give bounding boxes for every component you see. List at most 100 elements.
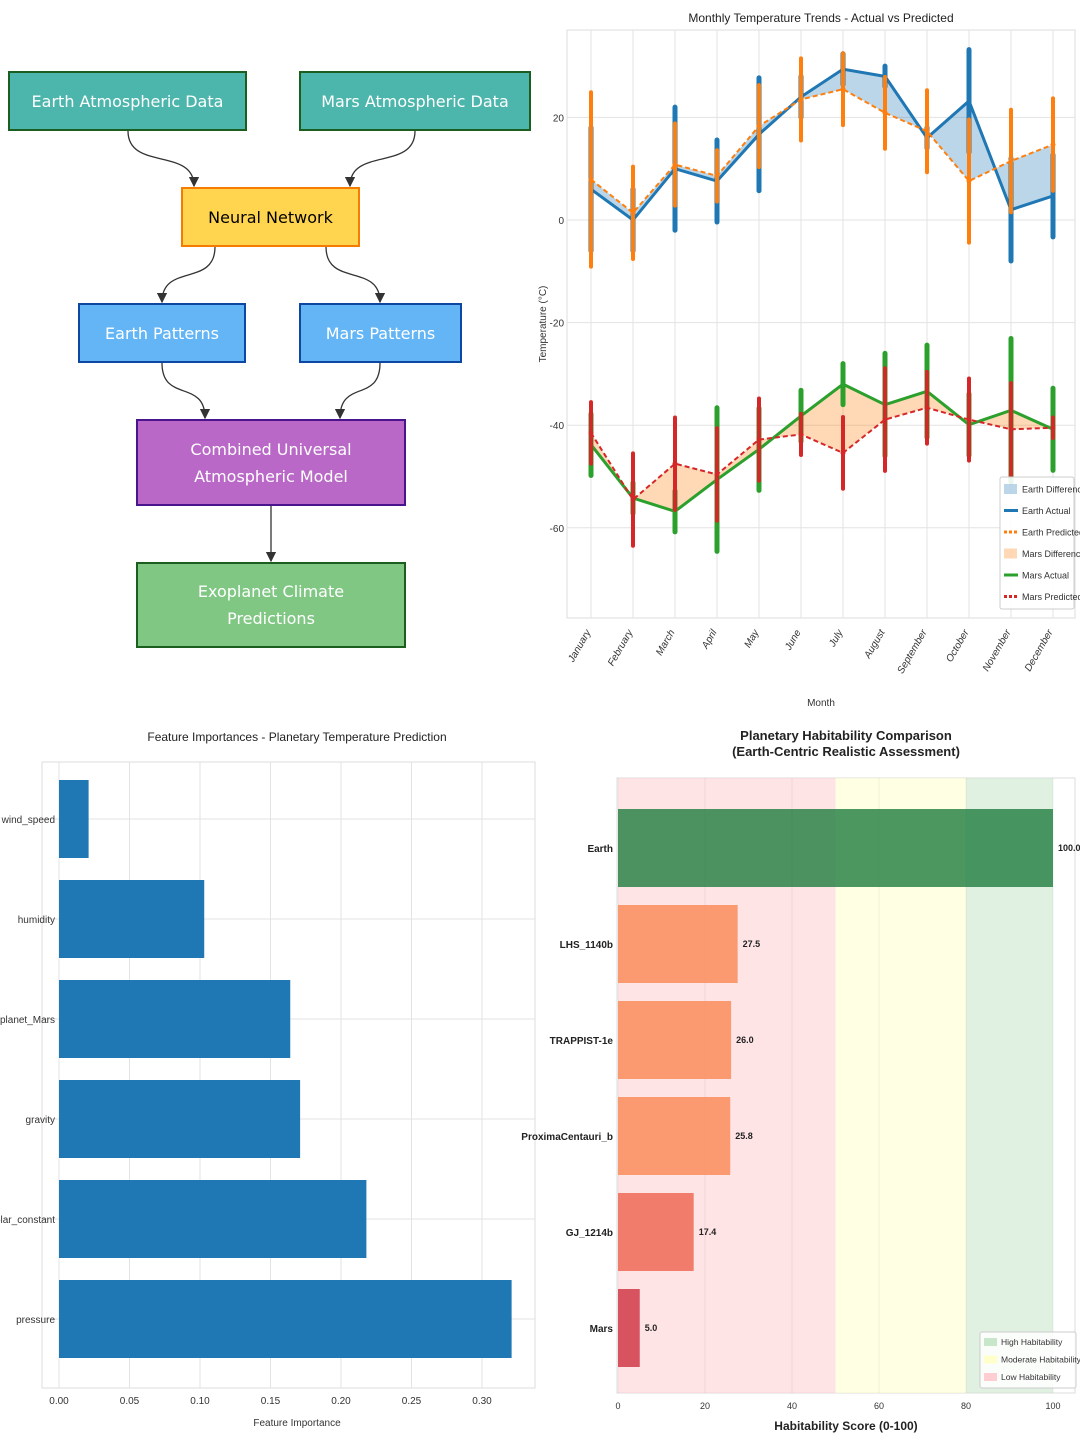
mars-predicted-point — [924, 405, 930, 411]
chart-title: Monthly Temperature Trends - Actual vs P… — [688, 11, 953, 25]
mars-predicted-point — [840, 450, 846, 456]
bar-wind-speed — [59, 780, 89, 858]
x-tick-label: September — [896, 627, 930, 675]
x-tick-label: January — [566, 627, 594, 665]
y-tick-label: -40 — [550, 421, 565, 432]
bar-gj-1214b — [618, 1193, 694, 1271]
x-tick-label: February — [606, 627, 636, 668]
earth-predicted-point — [882, 110, 888, 116]
y-tick-label: TRAPPIST-1e — [550, 1036, 614, 1047]
legend-label: Mars Actual — [1022, 571, 1069, 581]
y-tick-label: GJ_1214b — [566, 1228, 613, 1239]
legend-swatch — [984, 1338, 997, 1346]
node-earth-patterns: Earth Patterns — [78, 303, 246, 363]
mars-predicted-point — [1050, 425, 1056, 431]
mars-predicted-point — [798, 431, 804, 437]
legend-label: Earth Difference — [1022, 485, 1080, 495]
arrow-earth_patterns-to-combined — [161, 362, 211, 420]
fill-mars-difference — [591, 384, 1053, 512]
earth-predicted-point — [588, 176, 594, 182]
y-tick-label: -20 — [550, 319, 565, 330]
x-tick-label: 80 — [961, 1401, 971, 1411]
x-tick-label: May — [743, 627, 762, 650]
y-axis-label: Temperature (°C) — [538, 286, 549, 363]
mars-predicted-point — [714, 471, 720, 477]
x-tick-label: 40 — [787, 1401, 797, 1411]
bar-value-label: 17.4 — [699, 1227, 717, 1237]
bar-value-label: 25.8 — [735, 1131, 753, 1141]
legend-swatch — [984, 1373, 997, 1381]
x-tick-label: 0.30 — [472, 1396, 492, 1407]
arrow-mars_data-to-nn — [344, 130, 416, 188]
earth-predicted-point — [756, 123, 762, 129]
y-tick-label: LHS_1140b — [560, 940, 613, 951]
earth-actual-point — [1050, 193, 1056, 199]
mars-predicted-point — [588, 430, 594, 436]
earth-predicted-point — [672, 162, 678, 168]
legend-label: Mars Predicted — [1022, 592, 1080, 602]
legend-label: Low Habitability — [1001, 1372, 1061, 1382]
bar-humidity — [59, 880, 205, 958]
x-tick-label: 0.10 — [190, 1396, 210, 1407]
mars-predicted-point — [882, 417, 888, 423]
arrow-nn-to-mars_patterns — [325, 246, 386, 304]
mars-predicted-point — [1008, 426, 1014, 432]
fill-earth-difference — [591, 69, 1053, 220]
x-axis-label: Feature Importance — [253, 1418, 341, 1429]
y-tick-label: -60 — [550, 524, 565, 535]
bar-earth — [618, 809, 1053, 887]
x-tick-label: June — [783, 628, 804, 654]
node-nn: Neural Network — [181, 187, 360, 247]
earth-predicted-point — [630, 210, 636, 216]
chart-title: (Earth-Centric Realistic Assessment) — [732, 744, 960, 759]
y-tick-label: humidity — [18, 915, 55, 926]
mars-predicted-point — [756, 437, 762, 443]
x-tick-label: April — [700, 627, 720, 651]
x-tick-label: 0.05 — [120, 1396, 140, 1407]
arrow-earth_data-to-nn — [127, 130, 200, 188]
earth-predicted-point — [966, 178, 972, 184]
bar-trappist-1e — [618, 1001, 732, 1079]
legend-label: Earth Actual — [1022, 506, 1071, 516]
legend-label: Mars Difference — [1022, 549, 1080, 559]
node-mars-data: Mars Atmospheric Data — [299, 71, 531, 131]
y-tick-label: gravity — [26, 1115, 55, 1126]
x-tick-label: July — [827, 627, 846, 650]
bar-value-label: 26.0 — [736, 1035, 754, 1045]
chart-title: Feature Importances - Planetary Temperat… — [147, 730, 446, 744]
y-tick-label: 0 — [558, 216, 564, 227]
bar-value-label: 100.0 — [1058, 843, 1080, 853]
x-tick-label: 100 — [1045, 1401, 1060, 1411]
mars-predicted-point — [966, 417, 972, 423]
y-tick-label: 20 — [553, 113, 565, 124]
x-tick-label: 20 — [700, 1401, 710, 1411]
x-tick-label: 60 — [874, 1401, 884, 1411]
mars-predicted-line — [590, 406, 1054, 502]
bar-solar-constant — [59, 1180, 367, 1258]
legend-swatch — [1004, 484, 1017, 494]
bar-value-label: 5.0 — [645, 1323, 658, 1333]
x-tick-label: August — [862, 627, 888, 661]
bar-value-label: 27.5 — [743, 939, 761, 949]
mars-predicted-point — [672, 461, 678, 467]
legend-label: Moderate Habitability — [1001, 1355, 1080, 1365]
y-tick-label: solar_constant — [0, 1215, 55, 1226]
mars-actual-line — [589, 382, 1054, 514]
x-tick-label: 0.00 — [49, 1396, 69, 1407]
x-tick-label: March — [654, 628, 678, 658]
bar-planet-Mars — [59, 980, 291, 1058]
earth-predicted-line — [590, 88, 1054, 215]
x-tick-label: 0.15 — [261, 1396, 281, 1407]
y-tick-label: ProximaCentauri_b — [521, 1132, 613, 1143]
legend-swatch — [1004, 548, 1017, 559]
arrow-nn-to-earth_patterns — [156, 246, 216, 304]
earth-actual-line — [590, 67, 1054, 223]
x-tick-label: 0 — [615, 1401, 620, 1411]
bar-gravity — [59, 1080, 301, 1158]
earth-predicted-point — [798, 96, 804, 102]
bar-mars — [618, 1289, 640, 1367]
legend — [999, 476, 1075, 610]
arrow-mars_patterns-to-combined — [334, 362, 381, 420]
chart-title: Planetary Habitability Comparison — [740, 728, 952, 743]
